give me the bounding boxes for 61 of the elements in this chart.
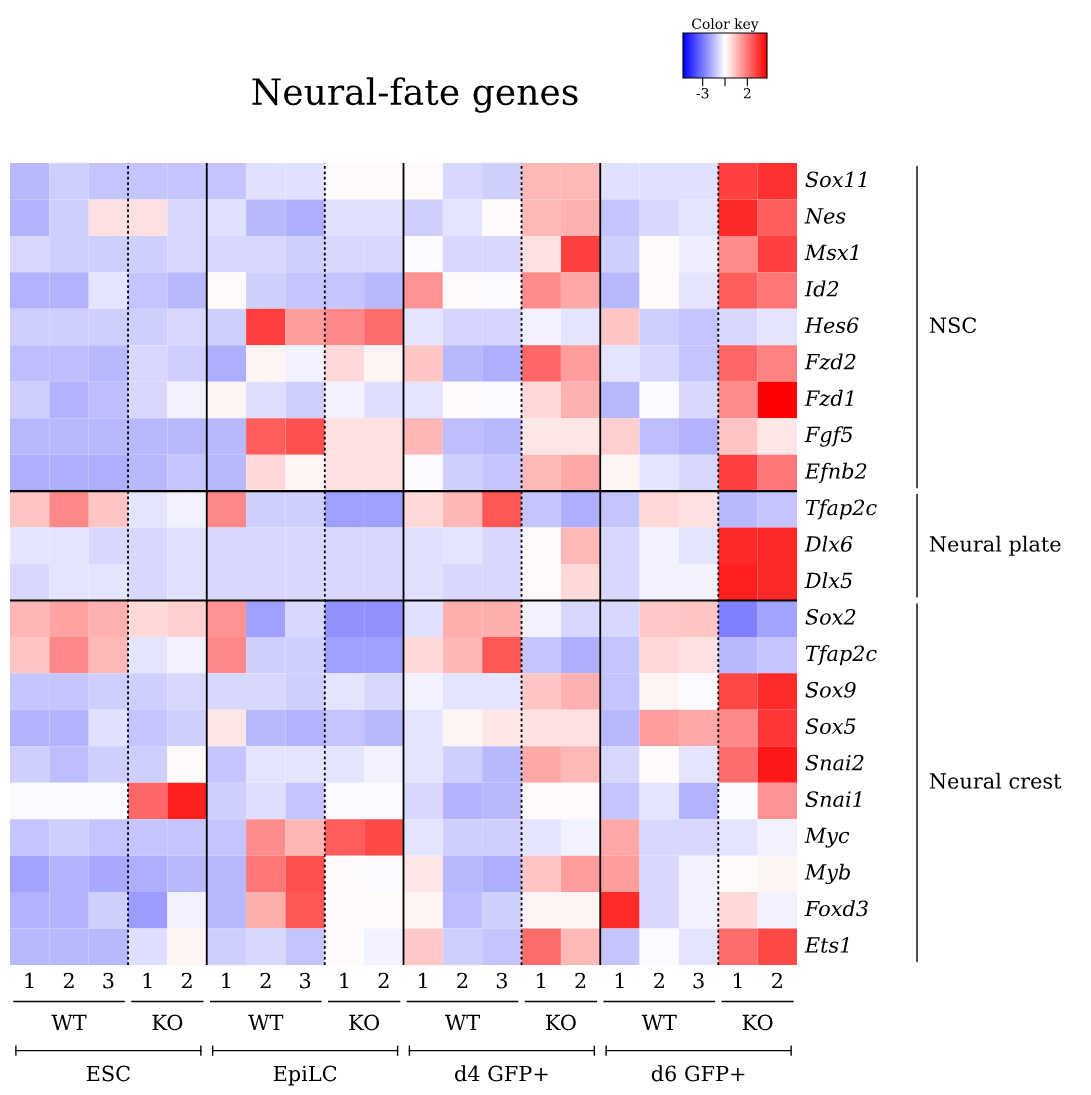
y-tick-label: Fgf5 xyxy=(804,426,853,447)
text: KO xyxy=(742,1014,773,1031)
x-tick-label: 1 xyxy=(615,972,624,989)
color-bar-label: 2 xyxy=(743,87,751,99)
color-bar-label: -3 xyxy=(696,87,709,99)
y-tick-label: Ets1 xyxy=(804,937,849,953)
text: KO xyxy=(152,1014,183,1031)
x-tick-label: 3 xyxy=(496,972,507,989)
text: d6 GFP+ xyxy=(651,1065,745,1082)
y-tick-label: Msx1 xyxy=(804,244,858,261)
text: ESC xyxy=(86,1065,130,1082)
x-tick-label: 2 xyxy=(654,972,664,989)
text: WT xyxy=(444,1014,480,1031)
x-tick-label: 3 xyxy=(693,972,704,989)
y-tick-label: Tfap2c xyxy=(805,645,877,666)
color-bar-title: Color key xyxy=(692,18,759,32)
x-tick-label: 1 xyxy=(222,972,231,989)
text: KO xyxy=(546,1014,576,1031)
text: Neural plate xyxy=(929,535,1061,556)
y-tick-label: Tfap2c xyxy=(805,499,877,520)
text: KO xyxy=(349,1014,380,1031)
text: Neural crest xyxy=(929,772,1062,789)
chart-title: Neural-fate genes xyxy=(252,77,578,113)
y-tick-label: Fzd2 xyxy=(804,353,856,370)
y-tick-label: Snai2 xyxy=(805,754,864,771)
x-tick-label: 2 xyxy=(378,972,389,989)
y-tick-label: Fzd1 xyxy=(804,389,853,407)
y-tick-label: Myb xyxy=(804,863,850,885)
y-tick-label: Dlx5 xyxy=(804,572,852,589)
text: d4 GFP+ xyxy=(455,1065,548,1082)
x-tick-label: 2 xyxy=(181,972,192,989)
x-tick-label: 2 xyxy=(260,972,271,989)
x-tick-label: 3 xyxy=(300,972,311,989)
x-tick-label: 3 xyxy=(103,972,114,989)
x-tick-label: 1 xyxy=(143,972,152,989)
y-tick-label: Snai1 xyxy=(805,791,861,807)
text: WT xyxy=(51,1014,87,1031)
y-tick-label: Sox9 xyxy=(805,681,856,698)
text: NSC xyxy=(929,317,977,334)
y-tick-label: Id2 xyxy=(804,280,839,297)
x-tick-label: 2 xyxy=(457,972,468,989)
text: EpiLC xyxy=(273,1065,337,1086)
x-tick-label: 2 xyxy=(63,972,74,989)
y-tick-label: Dlx6 xyxy=(804,535,853,552)
y-tick-label: Myc xyxy=(804,827,850,848)
x-tick-label: 2 xyxy=(772,972,782,989)
x-tick-label: 2 xyxy=(575,972,586,989)
x-tick-label: 1 xyxy=(733,972,742,989)
y-tick-label: Nes xyxy=(804,208,846,224)
y-tick-label: Efnb2 xyxy=(804,462,867,483)
x-tick-label: 1 xyxy=(25,972,34,989)
x-tick-label: 1 xyxy=(419,972,427,989)
y-tick-label: Hes6 xyxy=(804,317,859,334)
text: WT xyxy=(248,1014,284,1031)
x-tick-label: 1 xyxy=(340,972,349,989)
y-tick-label: Foxd3 xyxy=(804,900,868,917)
x-tick-label: 1 xyxy=(537,972,545,989)
text: WT xyxy=(641,1014,677,1031)
y-tick-label: Sox11 xyxy=(805,171,866,188)
y-tick-label: Sox2 xyxy=(805,608,856,625)
y-tick-label: Sox5 xyxy=(805,718,856,735)
